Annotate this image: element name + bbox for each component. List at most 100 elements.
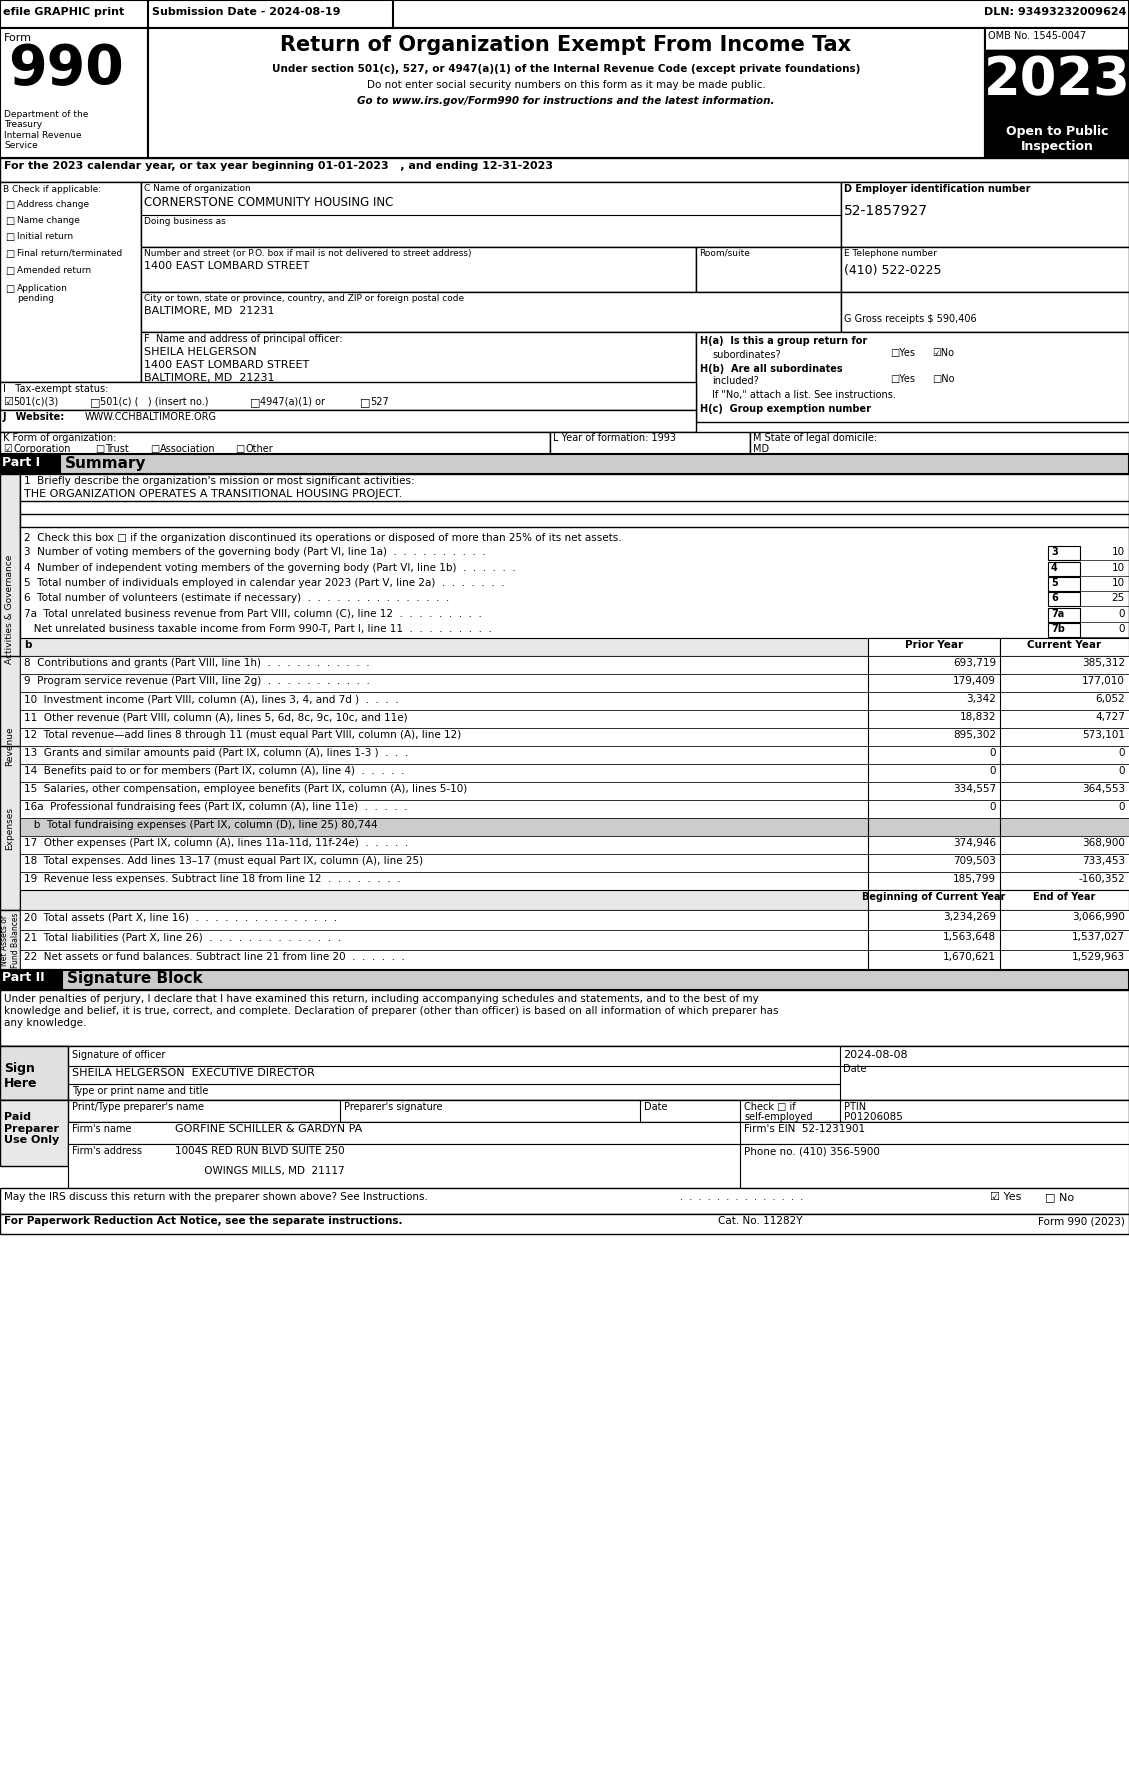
Text: Check □ if: Check □ if (744, 1102, 796, 1113)
Text: SHEILA HELGERSON  EXECUTIVE DIRECTOR: SHEILA HELGERSON EXECUTIVE DIRECTOR (72, 1068, 315, 1077)
Text: Summary: Summary (65, 456, 147, 472)
Text: Initial return: Initial return (17, 231, 73, 240)
Text: 501(c)(3): 501(c)(3) (14, 397, 59, 406)
Bar (0, 28, 148, 157)
Text: 1,563,648: 1,563,648 (943, 932, 996, 941)
Text: 16a  Professional fundraising fees (Part IX, column (A), line 11e)  .  .  .  .  : 16a Professional fundraising fees (Part … (24, 802, 408, 812)
Text: Expenses: Expenses (6, 807, 15, 849)
Bar (20, 710, 1129, 728)
Text: 179,409: 179,409 (953, 676, 996, 685)
Bar (841, 182, 1129, 247)
Text: self-employed: self-employed (744, 1113, 813, 1121)
Text: 18,832: 18,832 (960, 712, 996, 722)
Bar (1048, 623, 1080, 638)
Bar (20, 638, 1129, 655)
Text: 0: 0 (1119, 766, 1124, 775)
Bar (750, 433, 1129, 454)
Bar (0, 991, 1129, 1045)
Text: H(b)  Are all subordinates: H(b) Are all subordinates (700, 364, 842, 374)
Text: Current Year: Current Year (1027, 639, 1101, 650)
Bar (0, 1189, 1129, 1213)
Text: 5  Total number of individuals employed in calendar year 2023 (Part V, line 2a) : 5 Total number of individuals employed i… (24, 577, 505, 588)
Text: □: □ (90, 397, 100, 406)
Bar (868, 890, 1000, 909)
Text: 2  Check this box □ if the organization discontinued its operations or disposed : 2 Check this box □ if the organization d… (24, 533, 622, 542)
Bar (141, 247, 695, 291)
Text: 7a  Total unrelated business revenue from Part VIII, column (C), line 12  .  .  : 7a Total unrelated business revenue from… (24, 609, 482, 620)
Text: BALTIMORE, MD  21231: BALTIMORE, MD 21231 (145, 306, 274, 316)
Text: ☑: ☑ (3, 397, 14, 406)
Text: P01206085: P01206085 (844, 1113, 903, 1121)
Text: THE ORGANIZATION OPERATES A TRANSITIONAL HOUSING PROJECT.: THE ORGANIZATION OPERATES A TRANSITIONAL… (24, 489, 402, 500)
Text: 4,727: 4,727 (1095, 712, 1124, 722)
Text: knowledge and belief, it is true, correct, and complete. Declaration of preparer: knowledge and belief, it is true, correc… (5, 1007, 779, 1015)
Bar (1000, 890, 1129, 909)
Text: □: □ (5, 215, 15, 226)
Text: Preparer's signature: Preparer's signature (344, 1102, 443, 1113)
Text: 895,302: 895,302 (953, 729, 996, 740)
Text: 6,052: 6,052 (1095, 694, 1124, 705)
Text: □: □ (5, 284, 15, 293)
Text: 3  Number of voting members of the governing body (Part VI, line 1a)  .  .  .  .: 3 Number of voting members of the govern… (24, 547, 485, 556)
Text: 10: 10 (1112, 563, 1124, 572)
Text: 0: 0 (1119, 802, 1124, 812)
Text: 3,234,269: 3,234,269 (943, 911, 996, 922)
Text: Final return/terminated: Final return/terminated (17, 249, 122, 258)
Text: Under penalties of perjury, I declare that I have examined this return, includin: Under penalties of perjury, I declare th… (5, 994, 759, 1005)
Text: 19  Revenue less expenses. Subtract line 18 from line 12  .  .  .  .  .  .  .  .: 19 Revenue less expenses. Subtract line … (24, 874, 401, 885)
Text: Name change: Name change (17, 215, 80, 224)
Text: Net unrelated business taxable income from Form 990-T, Part I, line 11  .  .  . : Net unrelated business taxable income fr… (24, 623, 492, 634)
Bar (1048, 608, 1080, 622)
Bar (0, 909, 20, 970)
Text: E Telephone number: E Telephone number (844, 249, 937, 258)
Bar (0, 454, 1129, 473)
Text: B Check if applicable:: B Check if applicable: (3, 185, 102, 194)
Bar (20, 950, 1129, 970)
Text: 990: 990 (8, 42, 124, 95)
Text: □: □ (5, 267, 15, 275)
Bar (0, 473, 20, 743)
Text: 0: 0 (989, 749, 996, 758)
Text: 9  Program service revenue (Part VIII, line 2g)  .  .  .  .  .  .  .  .  .  .  .: 9 Program service revenue (Part VIII, li… (24, 676, 370, 685)
Text: K Form of organization:: K Form of organization: (3, 433, 116, 443)
Text: H(c)  Group exemption number: H(c) Group exemption number (700, 404, 870, 413)
Bar (0, 454, 60, 473)
Bar (20, 745, 1129, 765)
Bar (868, 638, 1000, 655)
Text: F  Name and address of principal officer:: F Name and address of principal officer: (145, 334, 342, 344)
Text: □: □ (150, 443, 159, 454)
Text: 1,529,963: 1,529,963 (1071, 952, 1124, 962)
Text: G Gross receipts $ 590,406: G Gross receipts $ 590,406 (844, 314, 977, 323)
Text: D Employer identification number: D Employer identification number (844, 184, 1031, 194)
Text: □: □ (250, 397, 261, 406)
Text: 1,670,621: 1,670,621 (943, 952, 996, 962)
Text: ☑No: ☑No (933, 348, 954, 358)
Text: 8  Contributions and grants (Part VIII, line 1h)  .  .  .  .  .  .  .  .  .  .  : 8 Contributions and grants (Part VIII, l… (24, 659, 369, 668)
Text: 4  Number of independent voting members of the governing body (Part VI, line 1b): 4 Number of independent voting members o… (24, 563, 516, 572)
Text: OMB No. 1545-0047: OMB No. 1545-0047 (988, 32, 1086, 41)
Text: OWINGS MILLS, MD  21117: OWINGS MILLS, MD 21117 (175, 1166, 344, 1176)
Bar (20, 909, 1129, 931)
Text: Under section 501(c), 527, or 4947(a)(1) of the Internal Revenue Code (except pr: Under section 501(c), 527, or 4947(a)(1)… (272, 64, 860, 74)
Text: Signature Block: Signature Block (67, 971, 203, 985)
Text: C Name of organization: C Name of organization (145, 184, 251, 192)
Bar (20, 931, 1129, 950)
Text: Date: Date (843, 1063, 866, 1074)
Bar (1048, 562, 1080, 576)
Bar (1000, 638, 1129, 655)
Text: Return of Organization Exempt From Income Tax: Return of Organization Exempt From Incom… (280, 35, 851, 55)
Bar (20, 855, 1129, 872)
Text: 0: 0 (1119, 749, 1124, 758)
Bar (0, 970, 62, 991)
Bar (0, 655, 20, 835)
Bar (20, 782, 1129, 800)
Text: 573,101: 573,101 (1082, 729, 1124, 740)
Text: 4947(a)(1) or: 4947(a)(1) or (260, 397, 325, 406)
Text: b: b (24, 639, 32, 650)
Text: 0: 0 (1119, 609, 1124, 620)
Bar (20, 835, 1129, 855)
Text: 14  Benefits paid to or for members (Part IX, column (A), line 4)  .  .  .  .  .: 14 Benefits paid to or for members (Part… (24, 766, 404, 775)
Text: Go to www.irs.gov/Form990 for instructions and the latest information.: Go to www.irs.gov/Form990 for instructio… (357, 95, 774, 106)
Text: Phone no. (410) 356-5900: Phone no. (410) 356-5900 (744, 1146, 879, 1157)
Bar (841, 291, 1129, 332)
